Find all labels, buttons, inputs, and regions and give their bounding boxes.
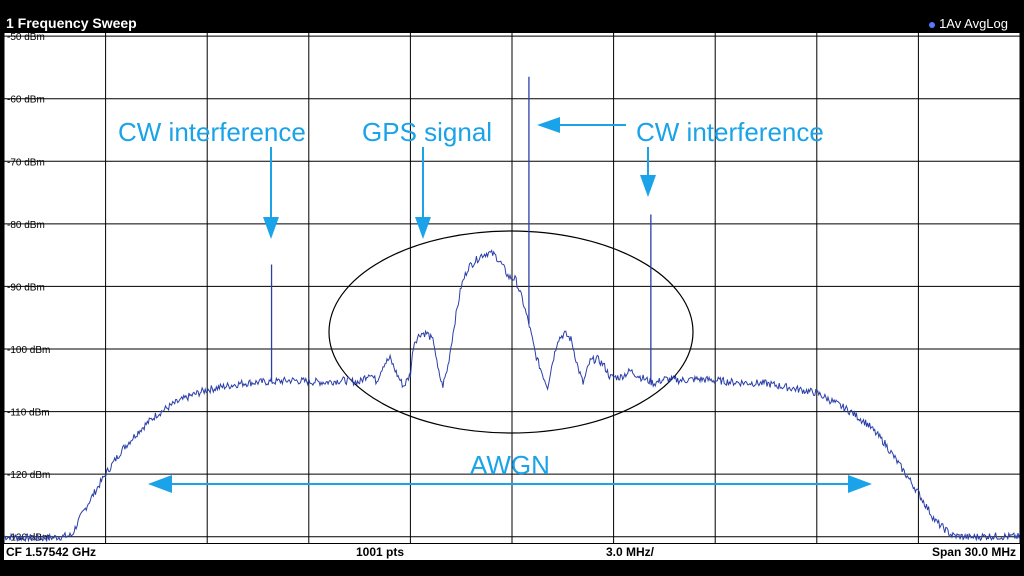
spike-lines <box>270 76 652 382</box>
y-tick-label: -90 dBm <box>7 282 45 293</box>
awgn-label: AWGN <box>470 450 550 480</box>
cw-interference-left-label: CW interference <box>118 117 306 147</box>
arrow-head-cw-center <box>537 117 560 133</box>
frequency-span: Span 30.0 MHz <box>931 545 1016 559</box>
trace-indicator-icon <box>929 21 936 28</box>
y-tick-label: -70 dBm <box>7 157 45 168</box>
gps-signal-label: GPS signal <box>362 117 492 147</box>
grid <box>4 33 1020 543</box>
annotations: CW interference GPS signal CW interferen… <box>118 117 872 493</box>
y-tick-label: -110 dBm <box>7 408 50 419</box>
arrow-head-gps <box>415 217 431 239</box>
awgn-arrow-left <box>148 475 172 493</box>
sweep-title: 1 Frequency Sweep <box>6 15 137 31</box>
y-tick-label: -80 dBm <box>7 220 45 231</box>
spectrum-trace <box>4 249 1020 543</box>
trace-info-label: 1Av AvgLog <box>939 16 1008 31</box>
gps-signal-ellipse <box>328 230 694 434</box>
arrow-head-cw-left <box>263 217 279 239</box>
center-frequency: CF 1.57542 GHz <box>6 545 97 559</box>
trace-info: 1Av AvgLog <box>929 16 1008 31</box>
y-axis-labels: -50 dBm -60 dBm -70 dBm -80 dBm -90 dBm -100 … <box>7 33 50 543</box>
awgn-arrow-right <box>848 475 872 493</box>
y-tick-label: -120 dBm <box>7 470 50 481</box>
y-tick-label: -100 dBm <box>7 345 50 356</box>
title-bar: 1 Frequency Sweep 1Av AvgLog <box>4 14 1020 33</box>
status-footer: CF 1.57542 GHz 1001 pts 3.0 MHz/ Span 30… <box>4 543 1020 560</box>
cw-interference-right-label: CW interference <box>636 117 824 147</box>
arrow-head-cw-right <box>640 175 656 197</box>
frequency-per-division: 3.0 MHz/ <box>606 545 655 559</box>
y-tick-label: -130 dBm <box>7 533 50 543</box>
spectrum-plot[interactable]: -50 dBm -60 dBm -70 dBm -80 dBm -90 dBm -100 … <box>4 33 1020 543</box>
y-tick-label: -50 dBm <box>7 33 45 43</box>
sweep-points: 1001 pts <box>356 545 405 559</box>
y-tick-label: -60 dBm <box>7 95 45 106</box>
plot-area[interactable]: -50 dBm -60 dBm -70 dBm -80 dBm -90 dBm -100 … <box>4 33 1020 543</box>
